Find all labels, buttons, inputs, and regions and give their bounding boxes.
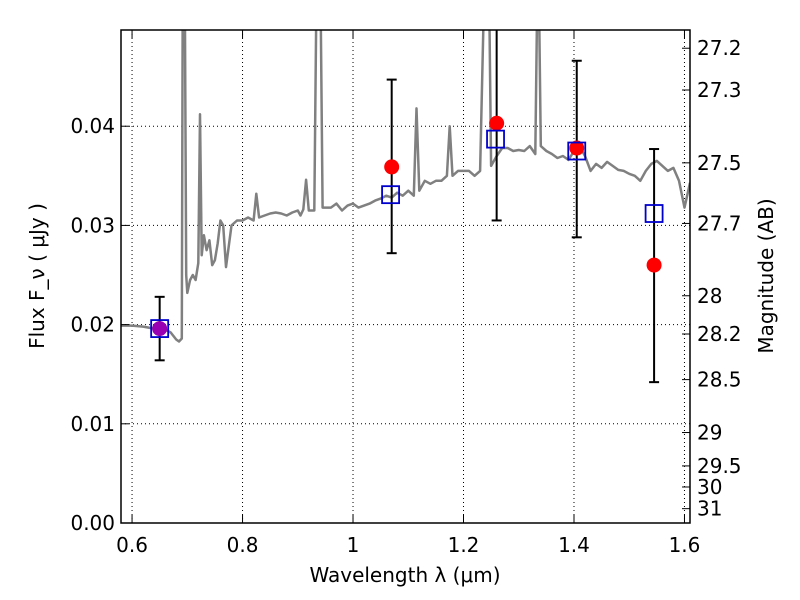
y-tick-label: 0.00 <box>70 511 115 535</box>
x-axis-ticks: 0.6 0.8 1 1.2 1.4 1.6 <box>116 30 700 557</box>
observed-point <box>152 321 168 337</box>
plot-frame <box>120 29 691 524</box>
x-tick-label: 1.2 <box>448 533 480 557</box>
magnitude-axis-label: Magnitude (AB) <box>754 198 778 353</box>
x-axis-label: Wavelength λ (μm) <box>309 563 500 587</box>
grid <box>121 30 690 523</box>
magnitude-tick-label: 27.3 <box>697 78 742 102</box>
magnitude-tick-label: 29 <box>697 421 722 445</box>
synthetic-point <box>567 141 587 161</box>
synthetic-point <box>486 129 505 149</box>
plot-area <box>121 30 690 384</box>
y-tick-label: 0.03 <box>70 213 115 237</box>
x-tick-label: 0.8 <box>227 533 259 557</box>
magnitude-tick-label: 27.5 <box>697 151 742 175</box>
observed-point <box>384 159 400 175</box>
x-tick-label: 1.6 <box>669 533 701 557</box>
synthetic-point <box>381 185 400 205</box>
y-tick-label: 0.01 <box>70 412 115 436</box>
synthetic-point <box>644 204 664 223</box>
y-axis-ticks: 0.00 0.01 0.02 0.03 0.04 <box>70 114 129 535</box>
magnitude-tick-label: 29.5 <box>697 454 742 478</box>
y-tick-label: 0.02 <box>70 313 115 337</box>
synthetic-point <box>150 319 170 338</box>
plot-background <box>121 30 690 523</box>
magnitude-tick-label: 28.5 <box>697 368 742 392</box>
observed-point <box>489 115 505 131</box>
magnitude-tick-label: 28.2 <box>697 322 742 346</box>
x-tick-label: 1.4 <box>558 533 590 557</box>
magnitude-tick-label: 28 <box>697 284 722 308</box>
x-tick-label: 1 <box>347 533 360 557</box>
x-tick-label: 0.6 <box>116 533 148 557</box>
magnitude-tick-label: 27.2 <box>697 36 742 60</box>
magnitude-tick-label: 31 <box>697 497 722 521</box>
y-tick-label: 0.04 <box>70 114 115 138</box>
synthetic-points <box>150 129 664 338</box>
observed-point <box>569 140 585 156</box>
y-axis-label: Flux F_ν ( μJy ) <box>25 203 49 349</box>
observed-points <box>152 115 662 337</box>
observed-point <box>646 257 662 273</box>
magnitude-tick-label: 30 <box>697 475 722 499</box>
magnitude-tick-label: 27.7 <box>697 211 742 235</box>
